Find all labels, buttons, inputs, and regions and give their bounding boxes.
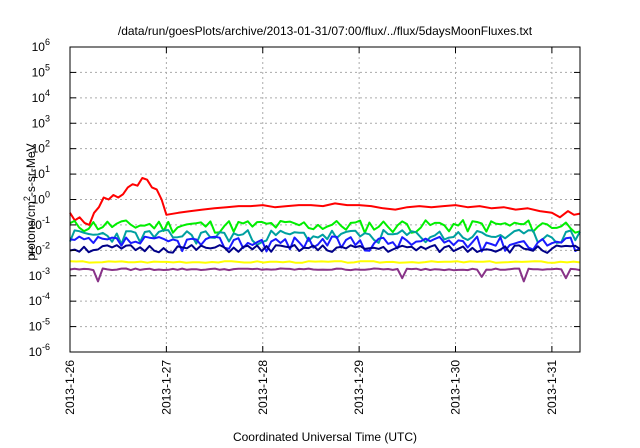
series-line — [69, 219, 581, 234]
y-tick-label: 10-1 — [29, 215, 50, 232]
y-tick-label: 10-4 — [29, 291, 50, 308]
x-tick-label: 2013-1-29 — [352, 360, 366, 415]
y-axis-label-rest: -s-sr-MeV — [24, 143, 38, 196]
series-line — [69, 235, 581, 253]
y-tick-label: 106 — [32, 37, 50, 54]
y-axis-label-main: protons/cm — [24, 201, 38, 260]
y-tick-label: 104 — [32, 88, 50, 105]
x-tick-label: 2013-1-27 — [159, 360, 173, 415]
x-tick-label: 2013-1-26 — [63, 360, 77, 415]
series-line — [69, 260, 581, 264]
y-tick-label: 10-2 — [29, 240, 50, 257]
y-tick-label: 100 — [32, 190, 50, 207]
x-tick-label: 2013-1-30 — [449, 360, 463, 415]
series-group — [69, 177, 581, 283]
x-axis: 2013-1-26 2013-1-27 2013-1-28 2013-1-29 2013… — [63, 47, 559, 415]
y-axis: 10-6 10-5 10-4 10-3 10-2 10-1 100 101 102 103 104 1… — [29, 37, 580, 359]
x-axis-label: Coordinated Universal Time (UTC) — [233, 430, 417, 444]
series-line — [69, 267, 581, 283]
y-tick-label: 103 — [32, 113, 50, 130]
y-tick-label: 101 — [32, 164, 50, 181]
series-line — [69, 177, 581, 226]
y-axis-label: protons/cm2-s-sr-MeV — [22, 143, 38, 260]
chart-title: /data/run/goesPlots/archive/2013-01-31/0… — [118, 24, 533, 38]
series-line — [69, 228, 581, 246]
y-tick-label: 105 — [32, 62, 50, 79]
x-tick-label: 2013-1-28 — [256, 360, 270, 415]
series-line — [69, 244, 581, 254]
y-tick-label: 10-5 — [29, 317, 50, 334]
y-axis-label-sup: 2 — [22, 196, 32, 201]
y-tick-label: 102 — [32, 139, 50, 156]
y-tick-label: 10-3 — [29, 266, 50, 283]
grid — [70, 47, 580, 352]
y-tick-label: 10-6 — [29, 342, 50, 359]
x-tick-label: 2013-1-31 — [545, 360, 559, 415]
